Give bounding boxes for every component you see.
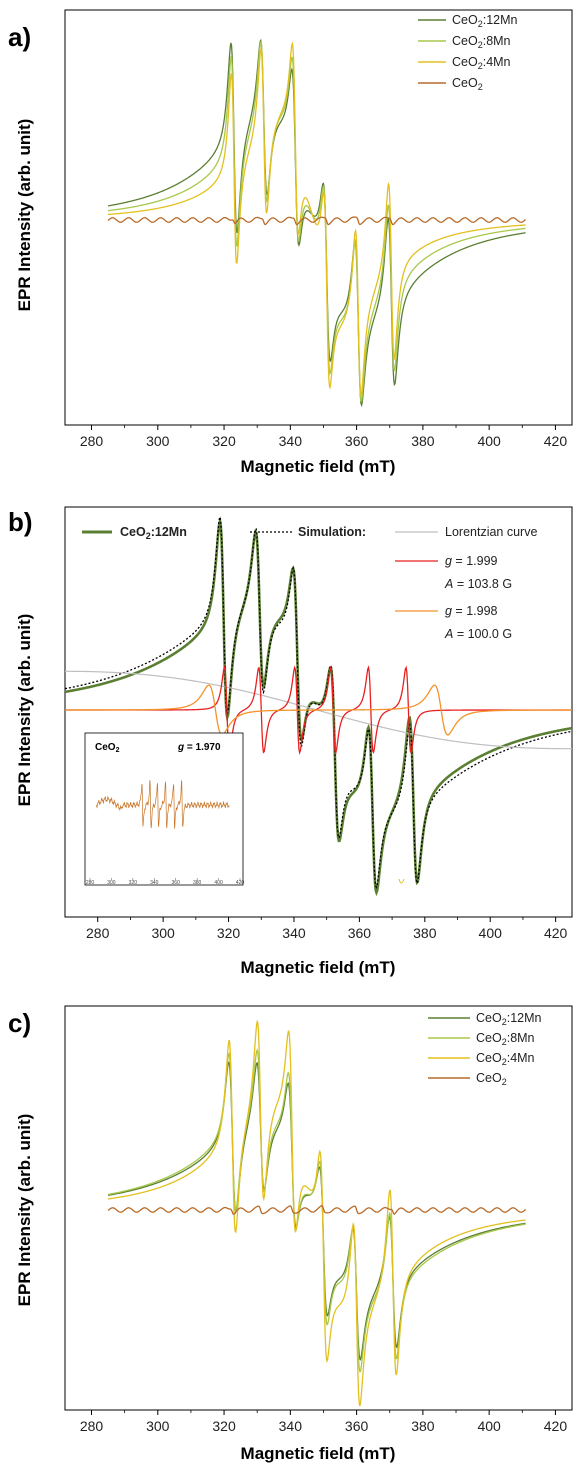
legend-label-orange-g: g = 1.998 xyxy=(445,604,498,618)
panel-b-series xyxy=(64,514,573,897)
panel-c-series xyxy=(107,1019,527,1407)
panel-c-y-axis-label: EPR Intensity (arb. unit) xyxy=(15,1114,34,1307)
panel-a-plot-frame xyxy=(64,9,573,426)
x-tick-label: 300 xyxy=(146,433,170,449)
panel-b-small-mark xyxy=(398,878,405,884)
legend-label-simulation: Simulation: xyxy=(298,525,366,539)
x-tick-label: 400 xyxy=(477,433,501,449)
panel-a-x-ticks: 280 300 320 340 360 380 400 420 xyxy=(80,425,567,449)
panel-a-series xyxy=(107,38,527,408)
panel-a-y-axis-label: EPR Intensity (arb. unit) xyxy=(15,119,34,312)
x-tick-label: 340 xyxy=(279,433,303,449)
inset-frame xyxy=(84,732,244,886)
legend-label-mn12: CeO2:12Mn xyxy=(452,13,518,29)
legend-label-orange-a: A = 100.0 G xyxy=(444,627,512,641)
legend-label-red-g: g = 1.999 xyxy=(445,554,498,568)
series-line-a-mn8 xyxy=(108,41,526,402)
series-line-b-mn12 xyxy=(64,516,573,897)
panel-c-x-axis-label: Magnetic field (mT) xyxy=(241,1444,396,1463)
panel-c-x-ticks: 280 300 320 340 360 380 400 420 xyxy=(80,1410,567,1434)
series-line-a-mn12 xyxy=(107,38,526,408)
panel-a: a) EPR Intensity (arb. unit) 280 300 320 34… xyxy=(8,9,573,476)
panel-c-letter: c) xyxy=(8,1008,31,1038)
x-tick-label: 320 xyxy=(217,925,241,941)
x-tick-label: 300 xyxy=(146,1418,170,1434)
panel-b-plot-frame xyxy=(64,506,573,918)
x-tick-label: 400 xyxy=(479,925,503,941)
inset-tick-label: 420 xyxy=(236,880,245,886)
legend-label-b-mn12: CeO2:12Mn xyxy=(120,525,187,541)
x-tick-label: 300 xyxy=(151,925,175,941)
x-tick-label: 360 xyxy=(345,1418,369,1434)
panel-b-x-ticks: 280 300 320 340 360 380 400 420 xyxy=(86,917,568,941)
series-line-c-ceo2 xyxy=(107,1205,527,1215)
x-tick-label: 320 xyxy=(212,1418,236,1434)
inset-tick-label: 380 xyxy=(193,880,202,886)
legend-label-c-mn12: CeO2:12Mn xyxy=(476,1011,542,1027)
legend-label-mn4: CeO2:4Mn xyxy=(452,55,511,71)
panel-b-legend: CeO2:12Mn Simulation: Lorentzian curve g… xyxy=(82,525,537,641)
series-line-c-mn4 xyxy=(107,1019,526,1407)
x-tick-label: 280 xyxy=(80,1418,104,1434)
legend-label-c-mn4: CeO2:4Mn xyxy=(476,1051,535,1067)
x-tick-label: 380 xyxy=(411,433,435,449)
x-tick-label: 420 xyxy=(544,1418,568,1434)
panel-b-x-axis-label: Magnetic field (mT) xyxy=(241,958,396,977)
x-tick-label: 360 xyxy=(348,925,372,941)
series-line-a-ceo2 xyxy=(107,216,527,226)
inset-label: CeO2 xyxy=(95,742,120,754)
legend-label-mn8: CeO2:8Mn xyxy=(452,34,511,50)
panel-a-x-axis-label: Magnetic field (mT) xyxy=(241,457,396,476)
inset-tick-label: 360 xyxy=(172,880,181,886)
inset-tick-label: 320 xyxy=(129,880,138,886)
legend-label-c-ceo2: CeO2 xyxy=(476,1071,507,1087)
x-tick-label: 280 xyxy=(80,433,104,449)
inset-tick-label: 340 xyxy=(150,880,159,886)
panel-a-letter: a) xyxy=(8,22,31,52)
panel-b: b) EPR Intensity (arb. unit) 280 300 320 34… xyxy=(8,506,573,977)
x-tick-label: 280 xyxy=(86,925,110,941)
legend-label-red-a: A = 103.8 G xyxy=(444,577,512,591)
panel-b-y-axis-label: EPR Intensity (arb. unit) xyxy=(15,614,34,807)
panel-c-legend: CeO2:12Mn CeO2:8Mn CeO2:4Mn CeO2 xyxy=(428,1011,542,1087)
legend-label-c-mn8: CeO2:8Mn xyxy=(476,1031,535,1047)
panel-c-plot-frame xyxy=(64,1005,573,1411)
x-tick-label: 340 xyxy=(279,1418,303,1434)
legend-label-lorentzian: Lorentzian curve xyxy=(445,525,537,539)
series-line-a-mn4 xyxy=(108,41,526,397)
x-tick-label: 380 xyxy=(413,925,437,941)
inset-ceo2-trace xyxy=(96,780,230,829)
inset-g-label: g = 1.970 xyxy=(177,742,221,753)
panel-b-inset: CeO2 g = 1.970 280 300 320 340 360 380 400 420 xyxy=(84,732,245,886)
inset-tick-label: 280 xyxy=(86,880,95,886)
x-tick-label: 420 xyxy=(544,433,568,449)
inset-x-ticks: 280 300 320 340 360 380 400 420 xyxy=(86,878,245,886)
inset-tick-label: 300 xyxy=(107,880,116,886)
inset-tick-label: 400 xyxy=(214,880,223,886)
x-tick-label: 380 xyxy=(411,1418,435,1434)
x-tick-label: 420 xyxy=(544,925,568,941)
series-line-b-sim xyxy=(64,514,573,889)
series-line-b-sim_orange xyxy=(65,684,572,736)
legend-label-ceo2: CeO2 xyxy=(452,76,483,92)
panel-c: c) EPR Intensity (arb. unit) 280 300 320 34… xyxy=(8,1005,573,1463)
panel-b-letter: b) xyxy=(8,507,33,537)
x-tick-label: 400 xyxy=(477,1418,501,1434)
x-tick-label: 320 xyxy=(212,433,236,449)
x-tick-label: 340 xyxy=(282,925,306,941)
x-tick-label: 360 xyxy=(345,433,369,449)
panel-a-legend: CeO2:12Mn CeO2:8Mn CeO2:4Mn CeO2 xyxy=(418,13,518,92)
